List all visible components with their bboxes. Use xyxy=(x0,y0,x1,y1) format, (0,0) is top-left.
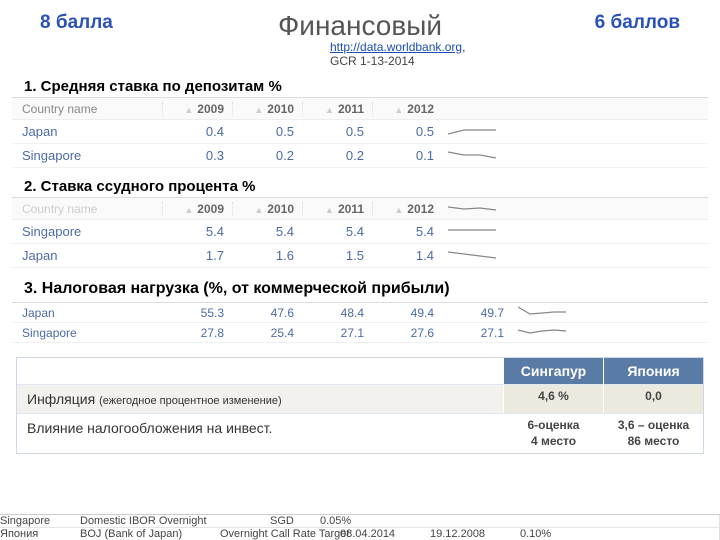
country-name: Japan xyxy=(12,124,162,139)
country-name: Singapore xyxy=(12,326,162,340)
cell-japan: 0,0 xyxy=(603,385,703,413)
section-3-heading: 3. Налоговая нагрузка (%, от коммерческо… xyxy=(0,276,720,300)
row-label: Влияние налогообложения на инвест. xyxy=(17,414,503,453)
page-title: Финансовый xyxy=(0,10,720,42)
table-row: Japan 55.347.648.449.449.7 xyxy=(12,303,708,323)
table-row: Singapore 27.825.427.127.627.1 xyxy=(12,323,708,343)
comparison-table: Сингапур Япония Инфляция (ежегодное проц… xyxy=(16,357,704,454)
section-3-table: Japan 55.347.648.449.449.7 Singapore 27.… xyxy=(12,302,708,343)
source-line: http://data.worldbank.org, GCR 1-13-2014 xyxy=(330,40,465,68)
section-2-table: Country name ▲2009 ▲2010 ▲2011 ▲2012 Sin… xyxy=(12,197,708,268)
data-cell: 48.4 xyxy=(302,306,372,320)
data-cell: 49.4 xyxy=(372,306,442,320)
sparkline-icon xyxy=(442,246,502,262)
sparkline-icon xyxy=(442,146,502,162)
section-1-heading: 1. Средняя ставка по депозитам % xyxy=(0,74,720,97)
sparkline-icon xyxy=(512,303,572,319)
data-cell: 0.5 xyxy=(302,124,372,139)
data-cell: 47.6 xyxy=(232,306,302,320)
country-name: Japan xyxy=(12,306,162,320)
data-cell: 5.4 xyxy=(372,224,442,239)
data-cell: 1.4 xyxy=(372,248,442,263)
sparkline-icon xyxy=(512,323,572,339)
data-cell: 27.1 xyxy=(302,326,372,340)
cell-singapore: 6-оценка4 место xyxy=(503,414,603,453)
sparkline-icon xyxy=(442,222,502,238)
table-row: Japan 0.40.50.50.5 xyxy=(12,120,708,144)
data-cell: 5.4 xyxy=(232,224,302,239)
country-name: Japan xyxy=(12,248,162,263)
source-sub: GCR 1-13-2014 xyxy=(330,54,415,68)
table-row: Japan 1.71.61.51.4 xyxy=(12,244,708,268)
bottom-data-strip: Singapore Domestic IBOR Overnight SGD 0.… xyxy=(0,514,720,540)
country-name: Singapore xyxy=(12,148,162,163)
section-2-heading: 2. Ставка ссудного процента % xyxy=(0,174,720,197)
data-cell: 49.7 xyxy=(442,306,512,320)
data-cell: 0.3 xyxy=(162,148,232,163)
section-1-table: Country name ▲2009 ▲2010 ▲2011 ▲2012 Jap… xyxy=(12,97,708,168)
data-cell: 0.4 xyxy=(162,124,232,139)
data-cell: 27.6 xyxy=(372,326,442,340)
sparkline-icon xyxy=(442,122,502,138)
data-cell: 1.7 xyxy=(162,248,232,263)
cell-japan: 3,6 – оценка86 место xyxy=(603,414,703,453)
data-cell: 0.5 xyxy=(372,124,442,139)
row-label: Инфляция (ежегодное процентное изменение… xyxy=(17,385,503,413)
comparison-row: Инфляция (ежегодное процентное изменение… xyxy=(17,384,703,413)
data-cell: 27.1 xyxy=(442,326,512,340)
data-cell: 5.4 xyxy=(302,224,372,239)
data-cell: 0.2 xyxy=(232,148,302,163)
comparison-row: Влияние налогообложения на инвест. 6-оце… xyxy=(17,413,703,453)
col-country-label: Country name xyxy=(12,102,162,116)
data-cell: 0.5 xyxy=(232,124,302,139)
data-cell: 27.8 xyxy=(162,326,232,340)
cell-singapore: 4,6 % xyxy=(503,385,603,413)
data-cell: 1.6 xyxy=(232,248,302,263)
col-singapore: Сингапур xyxy=(503,358,603,384)
data-cell: 55.3 xyxy=(162,306,232,320)
data-cell: 0.1 xyxy=(372,148,442,163)
table-row: Singapore 5.45.45.45.4 xyxy=(12,220,708,244)
source-link[interactable]: http://data.worldbank.org xyxy=(330,40,462,54)
table-row: Singapore 0.30.20.20.1 xyxy=(12,144,708,168)
col-japan: Япония xyxy=(603,358,703,384)
data-cell: 5.4 xyxy=(162,224,232,239)
country-name: Singapore xyxy=(12,224,162,239)
data-cell: 1.5 xyxy=(302,248,372,263)
data-cell: 25.4 xyxy=(232,326,302,340)
data-cell: 0.2 xyxy=(302,148,372,163)
